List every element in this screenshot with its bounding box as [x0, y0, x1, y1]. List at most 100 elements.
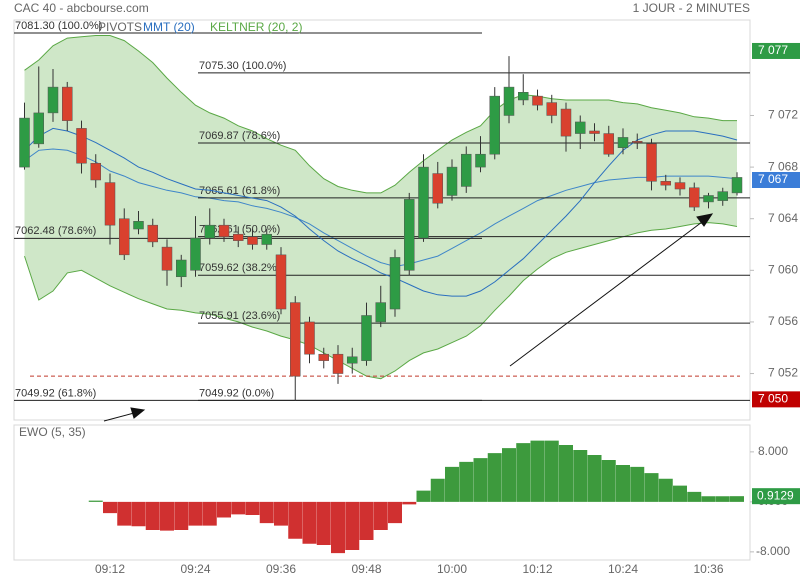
ewo-bar — [416, 490, 431, 502]
x-tick-label: 09:36 — [266, 562, 296, 576]
pivot-label: 7081.30 (100.0%) — [15, 20, 102, 32]
ewo-bar — [288, 501, 303, 539]
candle-body — [190, 237, 201, 271]
y-tick-label: 7 064 — [768, 211, 798, 225]
ewo-bar — [658, 478, 673, 502]
candle-body — [518, 92, 529, 101]
ewo-bar — [231, 501, 246, 515]
candle-body — [76, 128, 87, 164]
candle-body — [603, 133, 614, 155]
ewo-bar — [259, 501, 274, 524]
ewo-bar — [274, 501, 288, 526]
candle-body — [119, 218, 130, 256]
ewo-bar — [616, 465, 630, 502]
ewo-bar — [573, 450, 588, 502]
ewo-bar — [217, 501, 231, 518]
candle-body — [717, 191, 728, 201]
ewo-bar — [516, 443, 531, 502]
candle-body — [461, 153, 472, 187]
ewo-bar — [188, 501, 203, 526]
ewo-bar — [88, 500, 103, 502]
ewo-bar — [701, 496, 716, 502]
ewo-bar — [673, 485, 687, 502]
chart-subtitle: 1 JOUR - 2 MINUTES — [633, 1, 750, 15]
ewo-tag-label: 0.9129 — [757, 488, 794, 502]
ewo-bar — [316, 501, 331, 545]
y-tick-label: 7 056 — [768, 314, 798, 328]
ewo-bar — [473, 458, 488, 502]
candle-body — [646, 143, 657, 182]
arrow-head — [696, 213, 714, 227]
chart-title: CAC 40 - abcbourse.com — [14, 1, 149, 15]
candle-body — [147, 224, 158, 243]
candle-body — [689, 187, 700, 208]
candle-body — [104, 182, 116, 226]
y-tick-label: 7 072 — [768, 108, 798, 122]
candle-body — [503, 86, 515, 116]
x-tick-label: 10:12 — [522, 562, 552, 576]
keltner-middle — [24, 148, 738, 268]
ewo-bar — [145, 501, 160, 530]
candle-body — [475, 153, 486, 168]
candle-body — [446, 166, 458, 196]
ewo-bar — [160, 501, 174, 531]
candle-body — [660, 181, 671, 186]
pivot-label: 7065.61 (61.8%) — [199, 185, 280, 197]
candle-body — [361, 315, 372, 361]
ewo-panel — [13, 424, 751, 561]
candle-body — [432, 173, 443, 204]
legend-pivots: PIVOTS — [98, 20, 142, 34]
candle-body — [703, 195, 714, 203]
candle-body — [247, 236, 258, 245]
candle-body — [33, 112, 44, 145]
arrow-line — [103, 412, 135, 422]
candle-body — [275, 254, 287, 310]
ewo-bar — [302, 501, 317, 544]
price-tag — [752, 42, 800, 59]
ewo-bar — [430, 478, 445, 502]
ewo-bar — [131, 501, 146, 527]
y-tick-label: -8.000 — [756, 544, 790, 558]
candle-body — [404, 199, 415, 271]
candle-body — [389, 257, 401, 310]
pivot-label: 7049.92 (0.0%) — [199, 387, 274, 399]
ewo-bar — [459, 461, 474, 502]
y-tick-label: 8.000 — [758, 444, 788, 458]
candle-body — [62, 86, 73, 121]
candle-body — [489, 95, 500, 155]
ewo-bar — [245, 501, 260, 515]
candle-body — [218, 224, 230, 238]
ewo-bar — [544, 440, 559, 502]
x-tick-label: 10:36 — [693, 562, 723, 576]
price-tag-label: 7 050 — [758, 392, 788, 406]
pivot-label: 7049.92 (61.8%) — [15, 387, 96, 399]
plot-layer: 7 052 7 056 7 060 7 064 7 068 7 072 7081.30 (1… — [14, 20, 800, 576]
ewo-bar — [345, 501, 360, 550]
price-tag — [752, 391, 800, 408]
price-tag-label: 7 077 — [758, 43, 788, 57]
ewo-bar — [373, 501, 388, 530]
ewo-bar — [601, 460, 616, 502]
candle-body — [19, 117, 30, 168]
x-tick-label: 09:12 — [95, 562, 125, 576]
pivot-label: 7069.87 (78.6%) — [199, 130, 280, 142]
candle-body — [90, 162, 101, 181]
candle-body — [290, 302, 301, 377]
x-tick-label: 10:24 — [608, 562, 638, 576]
y-tick-label: 7 052 — [768, 366, 798, 380]
price-tag-label: 7 067 — [758, 172, 788, 186]
ewo-title: EWO (5, 35) — [19, 425, 86, 439]
ewo-bar — [687, 491, 702, 502]
arrow-line — [509, 221, 703, 367]
candle-body — [332, 353, 344, 374]
ewo-bar — [587, 455, 602, 502]
ewo-bar — [445, 466, 459, 502]
candle-body — [418, 166, 429, 239]
candle-body — [161, 246, 173, 271]
ewo-tag — [752, 488, 800, 505]
candle-body — [233, 233, 244, 241]
ewo-bar — [174, 501, 189, 530]
candle-body — [204, 224, 215, 239]
